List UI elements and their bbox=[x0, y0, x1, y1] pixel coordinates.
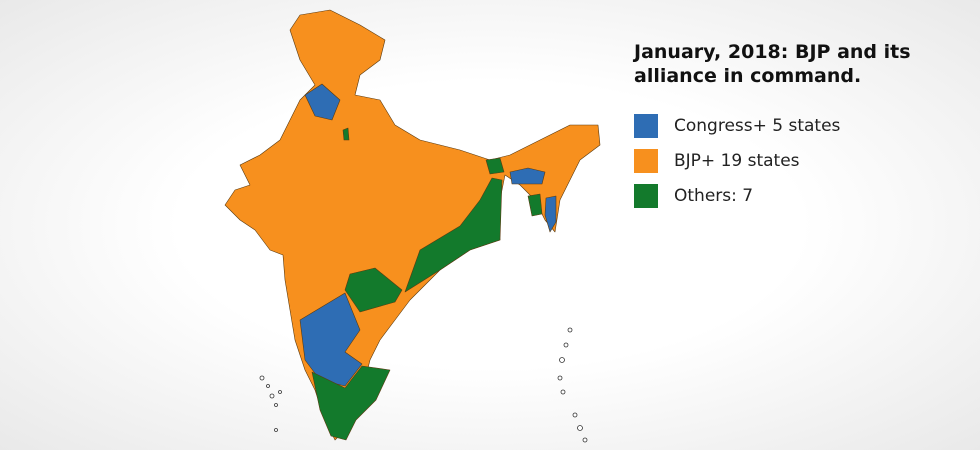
legend-item: BJP+ 19 states bbox=[634, 143, 840, 178]
others-region bbox=[527, 193, 543, 217]
congress-region bbox=[544, 195, 557, 233]
others-region bbox=[485, 157, 505, 175]
title: January, 2018: BJP and its alliance in c… bbox=[634, 41, 911, 87]
legend-label: Congress+ 5 states bbox=[674, 115, 841, 136]
others-region bbox=[404, 177, 503, 293]
legend-swatch bbox=[634, 183, 658, 208]
bjp-region bbox=[224, 9, 601, 441]
others-region bbox=[344, 267, 403, 313]
others-region bbox=[342, 127, 350, 141]
legend-swatch bbox=[634, 113, 658, 138]
islands bbox=[259, 327, 588, 443]
congress-region bbox=[299, 292, 363, 387]
others-region bbox=[311, 365, 391, 441]
legend-label: Others: 7 bbox=[674, 185, 754, 206]
legend-swatch bbox=[634, 148, 658, 173]
congress-region bbox=[509, 167, 546, 185]
legend-label: BJP+ 19 states bbox=[674, 150, 800, 171]
legend-item: Congress+ 5 states bbox=[634, 108, 840, 143]
india-map bbox=[224, 9, 601, 443]
legend-item: Others: 7 bbox=[634, 178, 840, 213]
congress-region bbox=[304, 83, 341, 121]
legend: Congress+ 5 states BJP+ 19 states Others: … bbox=[634, 108, 840, 213]
